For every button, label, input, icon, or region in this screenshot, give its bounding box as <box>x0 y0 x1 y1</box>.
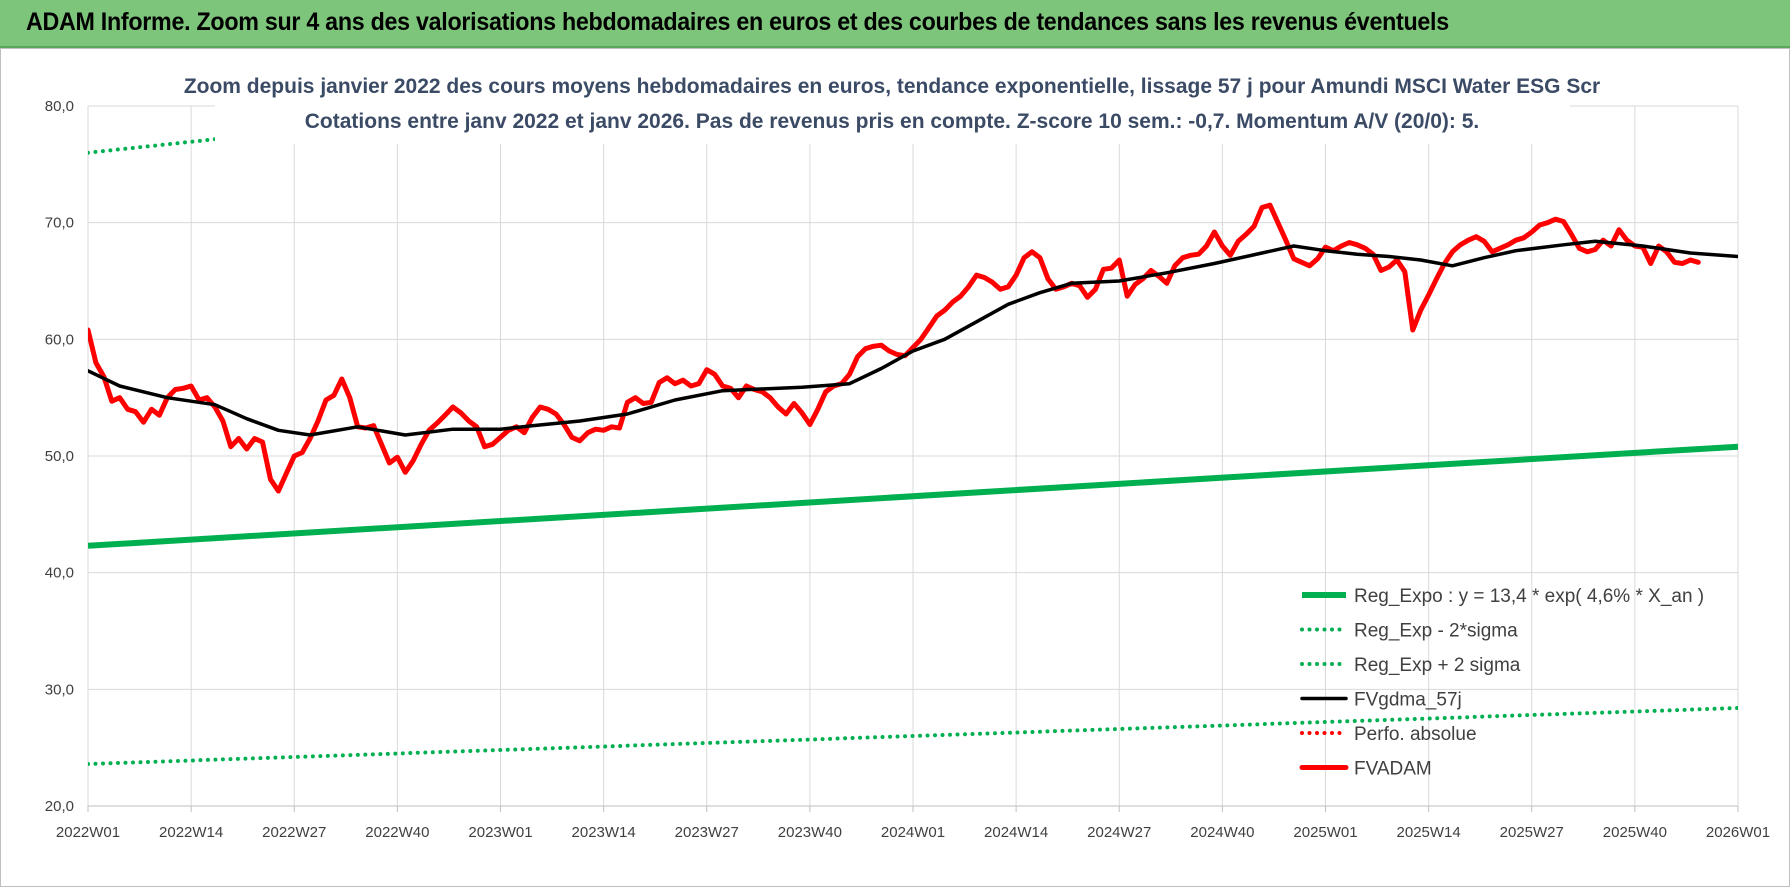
x-tick-label: 2026W01 <box>1706 824 1770 841</box>
x-tick-label: 2024W01 <box>881 824 945 841</box>
chart-title: Zoom depuis janvier 2022 des cours moyen… <box>184 75 1600 98</box>
x-tick-label: 2022W01 <box>56 824 120 841</box>
chart-title-box: Zoom depuis janvier 2022 des cours moyen… <box>184 66 1600 144</box>
x-tick-label: 2023W01 <box>468 824 532 841</box>
report-title: ADAM Informe. Zoom sur 4 ans des valoris… <box>26 8 1449 36</box>
y-tick-label: 30,0 <box>45 681 74 698</box>
legend-label: Reg_Expo : y = 13,4 * exp( 4,6% * X_an ) <box>1354 586 1704 607</box>
header-bar: ADAM Informe. Zoom sur 4 ans des valoris… <box>0 0 1790 48</box>
legend-label: Perfo. absolue <box>1354 724 1477 745</box>
legend-label: Reg_Exp + 2 sigma <box>1354 655 1521 676</box>
legend-label: FVADAM <box>1354 759 1432 780</box>
x-tick-label: 2024W27 <box>1087 824 1151 841</box>
y-tick-label: 50,0 <box>45 448 74 465</box>
grid-layer <box>87 105 1739 807</box>
y-tick-label: 20,0 <box>45 798 74 815</box>
y-tick-label: 40,0 <box>45 565 74 582</box>
x-tick-label: 2025W01 <box>1293 824 1357 841</box>
x-tick-label: 2023W27 <box>675 824 739 841</box>
series-line-5 <box>88 202 1701 494</box>
legend-label: Reg_Exp - 2*sigma <box>1354 621 1518 642</box>
series-line-1 <box>88 706 1738 766</box>
y-tick-label: 80,0 <box>45 98 74 115</box>
x-tick-label: 2024W14 <box>984 824 1048 841</box>
y-tick-label: 60,0 <box>45 331 74 348</box>
legend: Reg_Expo : y = 13,4 * exp( 4,6% * X_an )… <box>1299 586 1704 780</box>
chart-subtitle: Cotations entre janv 2022 et janv 2026. … <box>305 110 1479 133</box>
axis-layer: 20,0 30,0 40,0 50,0 60,0 70,0 80,0 2022W01 2022W… <box>45 98 1770 841</box>
x-tick-label: 2025W14 <box>1397 824 1461 841</box>
x-tick-label: 2025W40 <box>1603 824 1667 841</box>
x-tick-label: 2022W40 <box>365 824 429 841</box>
series-line-3 <box>88 239 1738 437</box>
legend-label: FVgdma_57j <box>1354 690 1462 711</box>
y-tick-label: 70,0 <box>45 215 74 232</box>
chart-title-background <box>215 66 1570 144</box>
x-tick-label: 2022W27 <box>262 824 326 841</box>
x-tick-label: 2024W40 <box>1190 824 1254 841</box>
x-tick-label: 2023W14 <box>572 824 636 841</box>
series-line-0 <box>88 443 1738 549</box>
x-tick-label: 2022W14 <box>159 824 223 841</box>
x-tick-label: 2025W27 <box>1500 824 1564 841</box>
x-tick-label: 2023W40 <box>778 824 842 841</box>
